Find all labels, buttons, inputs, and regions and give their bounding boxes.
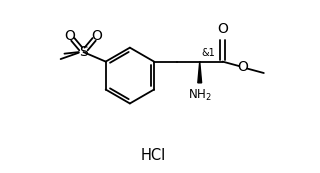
- Text: O: O: [92, 29, 102, 43]
- Polygon shape: [198, 62, 202, 83]
- Text: NH$_2$: NH$_2$: [188, 88, 212, 103]
- Text: HCl: HCl: [141, 148, 166, 163]
- Text: O: O: [238, 60, 249, 74]
- Text: O: O: [65, 29, 76, 43]
- Text: O: O: [217, 22, 228, 36]
- Text: S: S: [79, 45, 88, 59]
- Text: &1: &1: [201, 48, 215, 58]
